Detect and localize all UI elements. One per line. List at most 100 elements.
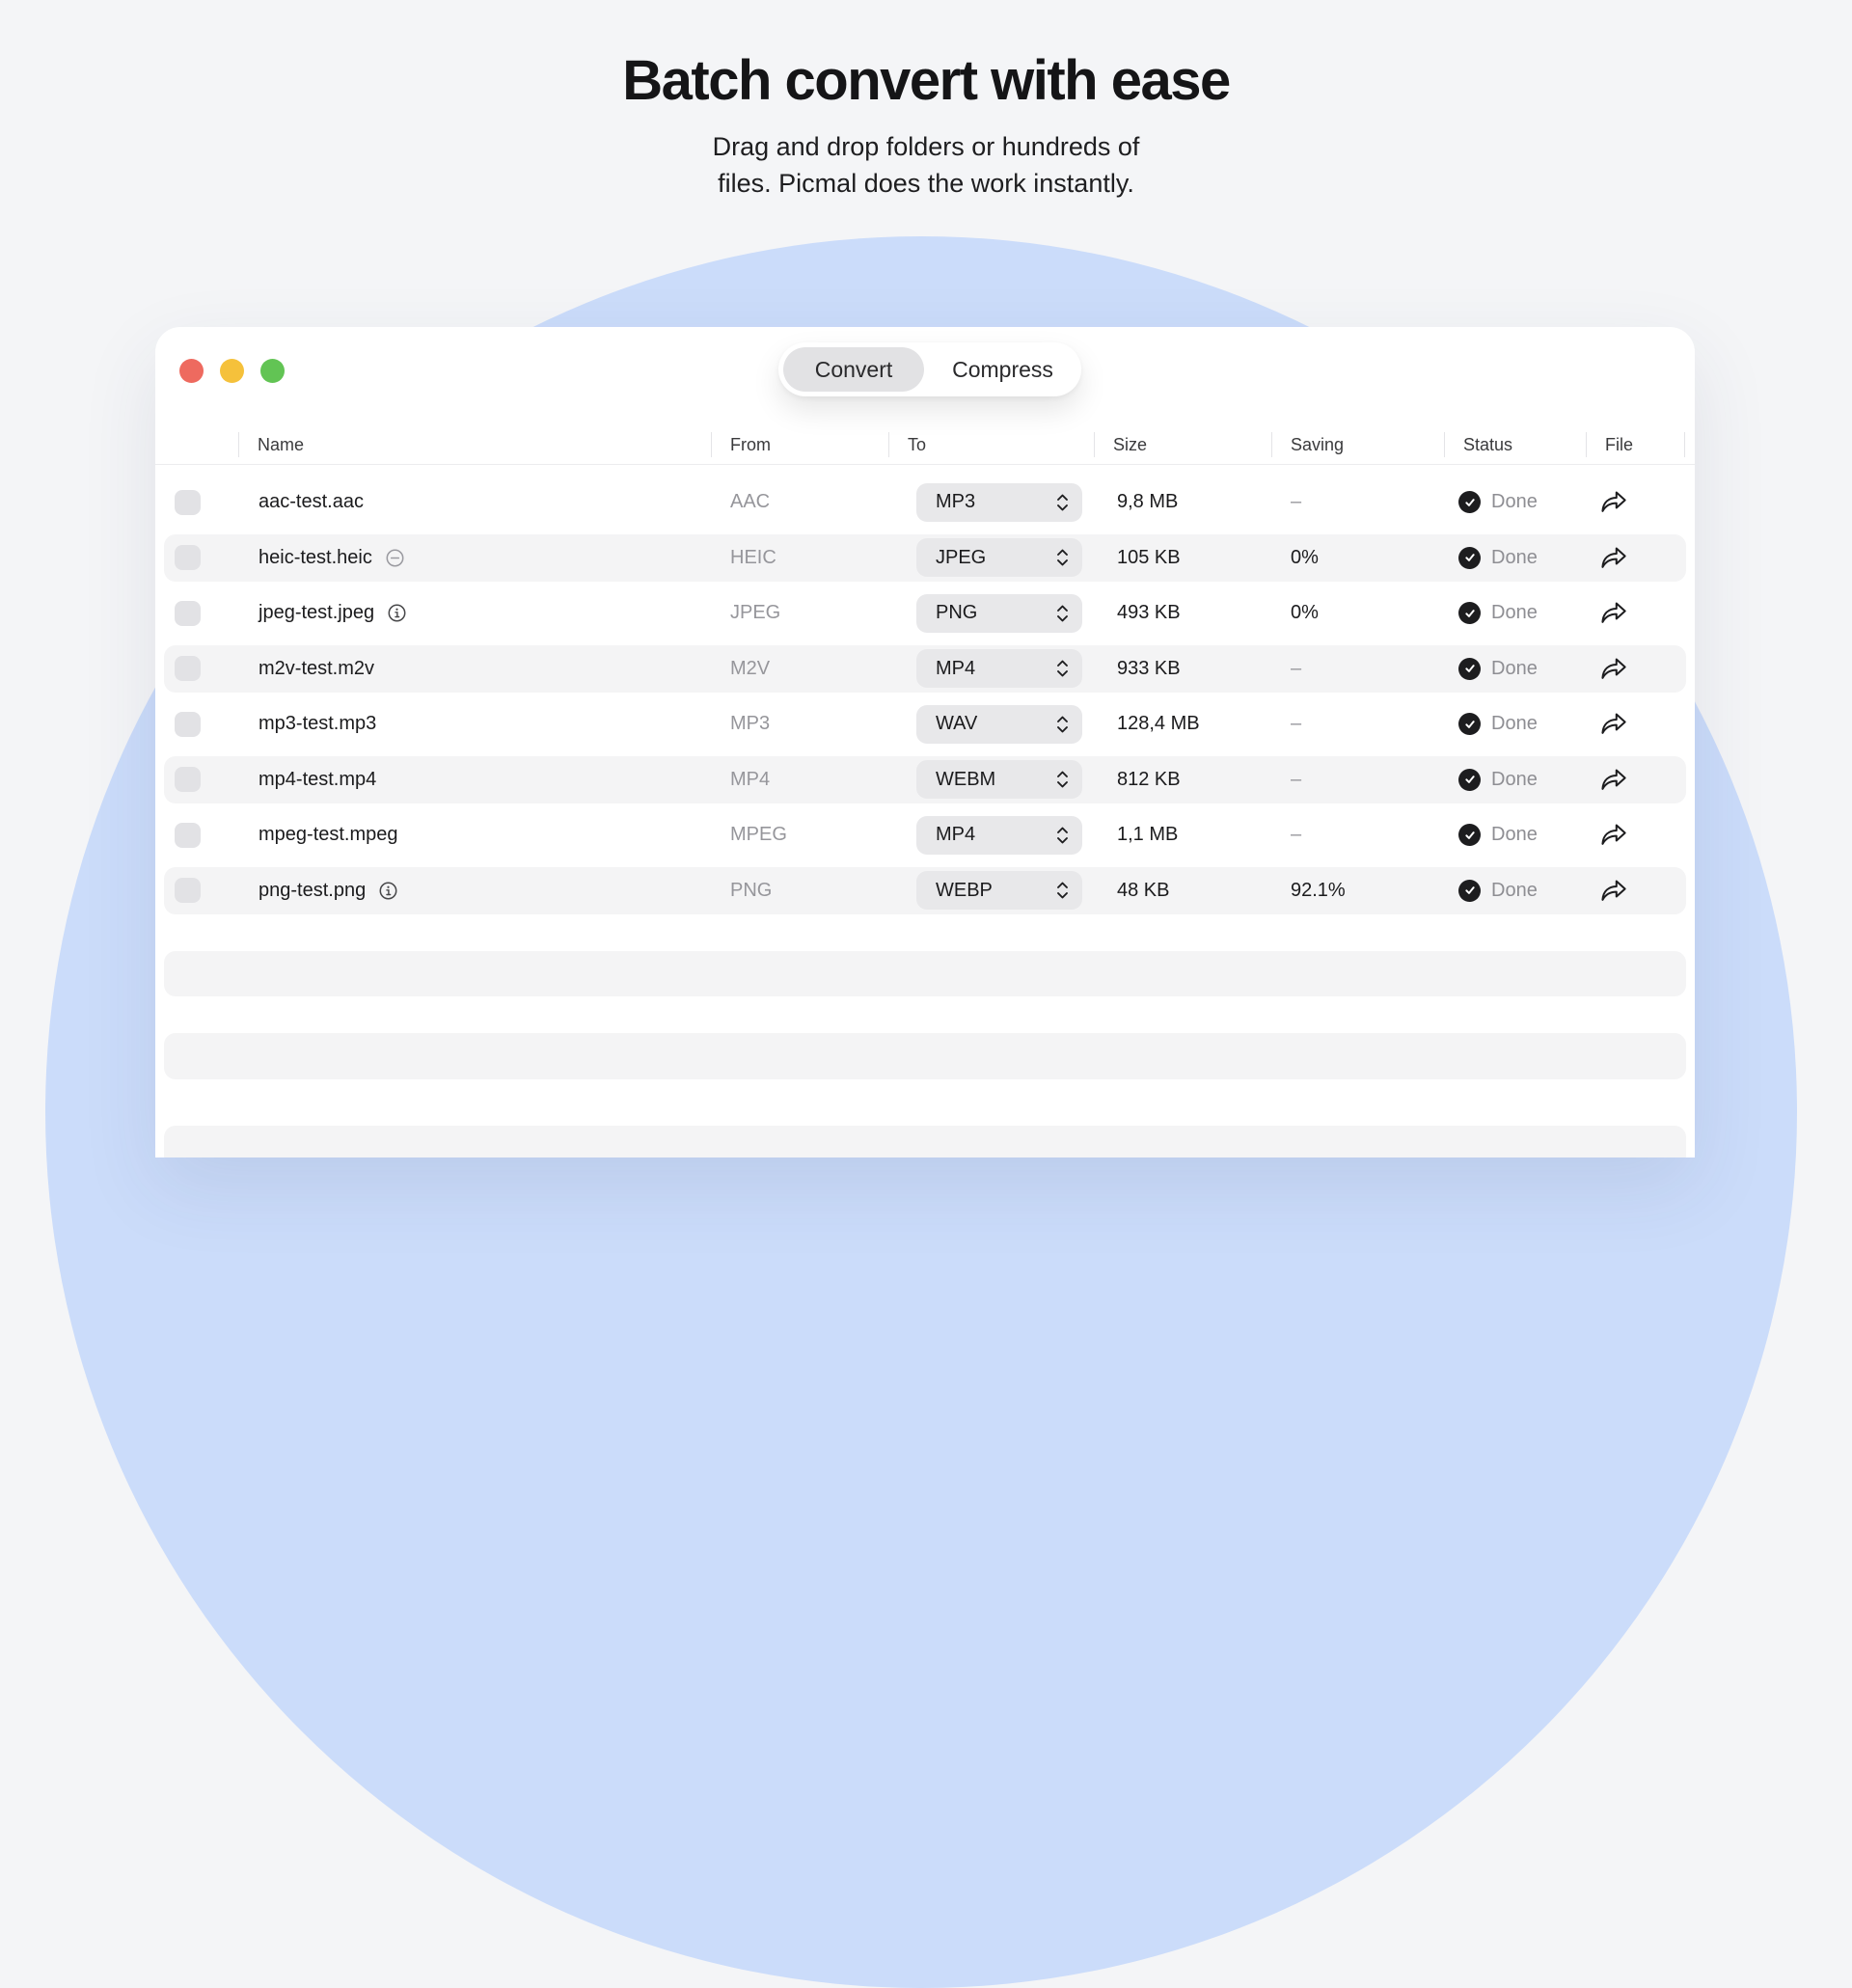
minus-circle-icon[interactable] [385, 548, 405, 568]
share-icon [1599, 545, 1628, 571]
status-done-icon [1458, 824, 1481, 847]
chevron-up-down-icon [1055, 548, 1070, 567]
to-format-value: WAV [936, 713, 978, 735]
table-row: mpeg-test.mpeg MPEG MP4 1,1 MB – Done [155, 807, 1695, 863]
tab-convert[interactable]: Convert [783, 347, 924, 392]
close-window-button[interactable] [179, 359, 204, 383]
share-icon [1599, 767, 1628, 793]
subtitle-line-1: Drag and drop folders or hundreds of [712, 132, 1140, 161]
status-done-icon [1458, 546, 1481, 569]
subtitle-line-2: files. Picmal does the work instantly. [718, 169, 1134, 198]
minimize-window-button[interactable] [220, 359, 244, 383]
share-icon [1599, 600, 1628, 626]
header-end-spacer [1684, 431, 1695, 458]
file-size: 493 KB [1117, 602, 1181, 624]
empty-row [164, 1126, 1686, 1157]
status-label: Done [1491, 657, 1538, 679]
file-name: m2v-test.m2v [259, 657, 375, 679]
status-done-icon [1458, 491, 1481, 514]
to-format-value: WEBM [936, 768, 996, 790]
share-button[interactable] [1599, 656, 1628, 682]
share-icon [1599, 489, 1628, 515]
app-window: Convert Compress Name From To Size Savin… [155, 327, 1695, 1157]
to-format-select[interactable]: PNG [916, 593, 1082, 633]
status-done-icon [1458, 879, 1481, 902]
window-controls [179, 359, 285, 383]
saving-value: – [1291, 824, 1302, 846]
header-status: Status [1444, 431, 1586, 458]
row-checkbox[interactable] [175, 545, 201, 571]
chevron-up-down-icon [1055, 659, 1070, 678]
to-format-select[interactable]: MP3 [916, 482, 1082, 522]
chevron-up-down-icon [1055, 493, 1070, 512]
share-button[interactable] [1599, 878, 1628, 904]
file-size: 812 KB [1117, 768, 1181, 790]
saving-value: 92.1% [1291, 879, 1346, 901]
chevron-up-down-icon [1055, 826, 1070, 845]
to-format-value: PNG [936, 602, 978, 624]
status-label: Done [1491, 491, 1538, 513]
from-format: HEIC [730, 546, 776, 568]
status-label: Done [1491, 546, 1538, 568]
share-button[interactable] [1599, 600, 1628, 626]
share-button[interactable] [1599, 767, 1628, 793]
zoom-window-button[interactable] [260, 359, 285, 383]
header-file: File [1586, 431, 1684, 458]
row-checkbox[interactable] [175, 822, 201, 848]
status-label: Done [1491, 824, 1538, 846]
header-to: To [888, 431, 1094, 458]
share-button[interactable] [1599, 545, 1628, 571]
table-row: jpeg-test.jpeg JPEG PNG 493 KB 0% Done [155, 586, 1695, 641]
chevron-up-down-icon [1055, 770, 1070, 789]
row-checkbox[interactable] [175, 656, 201, 682]
share-icon [1599, 656, 1628, 682]
table-row: heic-test.heic HEIC JPEG 105 KB 0% Done [155, 531, 1695, 586]
header-from: From [711, 431, 888, 458]
status-label: Done [1491, 768, 1538, 790]
table-row: m2v-test.m2v M2V MP4 933 KB – Done [155, 641, 1695, 697]
row-checkbox[interactable] [175, 489, 201, 515]
header-saving: Saving [1271, 431, 1444, 458]
share-button[interactable] [1599, 822, 1628, 848]
tab-compress[interactable]: Compress [952, 356, 1053, 382]
from-format: MP4 [730, 768, 771, 790]
to-format-select[interactable]: WAV [916, 704, 1082, 744]
saving-value: – [1291, 768, 1302, 790]
to-format-value: MP3 [936, 491, 976, 513]
row-checkbox[interactable] [175, 600, 201, 626]
info-circle-icon[interactable] [387, 603, 407, 623]
header-checkbox-spacer [155, 431, 238, 458]
table-row: mp3-test.mp3 MP3 WAV 128,4 MB – Done [155, 696, 1695, 752]
from-format: AAC [730, 491, 771, 513]
empty-row [164, 1033, 1686, 1079]
file-size: 48 KB [1117, 879, 1170, 901]
file-size: 933 KB [1117, 657, 1181, 679]
row-checkbox[interactable] [175, 767, 201, 793]
table-header: Name From To Size Saving Status File [155, 425, 1695, 465]
to-format-select[interactable]: WEBM [916, 760, 1082, 800]
share-button[interactable] [1599, 711, 1628, 737]
share-icon [1599, 878, 1628, 904]
to-format-value: MP4 [936, 824, 976, 846]
saving-value: – [1291, 713, 1302, 735]
chevron-up-down-icon [1055, 715, 1070, 734]
row-checkbox[interactable] [175, 878, 201, 904]
to-format-select[interactable]: JPEG [916, 538, 1082, 578]
to-format-select[interactable]: MP4 [916, 649, 1082, 689]
page-subtitle: Drag and drop folders or hundreds of fil… [0, 128, 1852, 202]
row-checkbox[interactable] [175, 711, 201, 737]
header-size: Size [1094, 431, 1271, 458]
to-format-value: WEBP [936, 879, 993, 901]
hero-section: Batch convert with ease Drag and drop fo… [0, 48, 1852, 202]
status-done-icon [1458, 713, 1481, 736]
status-label: Done [1491, 602, 1538, 624]
to-format-value: JPEG [936, 546, 987, 568]
to-format-select[interactable]: WEBP [916, 871, 1082, 911]
from-format: MP3 [730, 713, 771, 735]
info-circle-icon[interactable] [378, 881, 398, 901]
from-format: PNG [730, 879, 773, 901]
status-label: Done [1491, 879, 1538, 901]
to-format-select[interactable]: MP4 [916, 815, 1082, 855]
file-name: png-test.png [259, 879, 367, 901]
share-button[interactable] [1599, 489, 1628, 515]
